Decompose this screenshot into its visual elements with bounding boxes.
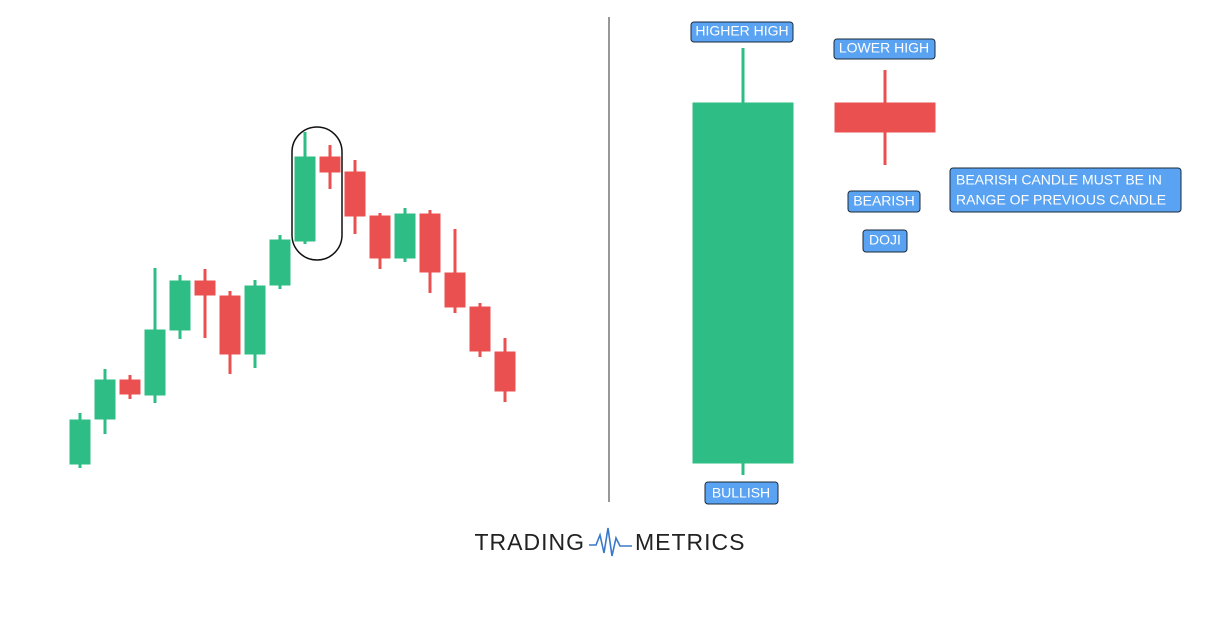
- label: LOWER HIGH: [833, 38, 936, 60]
- big-bullish-candle: [692, 102, 794, 464]
- label: DOJI: [862, 229, 908, 253]
- candle-body: [144, 329, 166, 396]
- candle-body: [369, 215, 391, 259]
- logo-icon: [589, 527, 632, 557]
- logo-text: METRICS: [635, 529, 746, 555]
- label: BEARISH CANDLE MUST BE IN RANGE OF PREVI…: [949, 167, 1182, 213]
- candle-body: [319, 156, 341, 173]
- candle-body: [94, 379, 116, 420]
- label-text: DOJI: [869, 232, 901, 248]
- label-text: HIGHER HIGH: [695, 23, 788, 39]
- highlight-outline: [291, 126, 343, 261]
- candle-body: [69, 419, 91, 465]
- label-text: BULLISH: [712, 485, 770, 501]
- label: HIGHER HIGH: [690, 21, 794, 43]
- candlestick-chart: [69, 132, 516, 468]
- label-text: BEARISH: [853, 193, 914, 209]
- candle-body: [269, 239, 291, 286]
- candle-body: [294, 156, 316, 242]
- candle-body: [394, 213, 416, 259]
- small-bearish-candle: [834, 102, 936, 133]
- label-text: BEARISH CANDLE MUST BE IN: [956, 172, 1162, 188]
- label-text: RANGE OF PREVIOUS CANDLE: [956, 192, 1166, 208]
- logo-text: TRADING: [475, 529, 586, 555]
- label: BEARISH: [847, 190, 921, 213]
- label-text: LOWER HIGH: [839, 40, 929, 56]
- candle-body: [219, 295, 241, 355]
- candle-body: [444, 272, 466, 308]
- candle-body: [169, 280, 191, 331]
- candle-body: [494, 351, 516, 392]
- candle-body: [119, 379, 141, 395]
- candle-body: [244, 285, 266, 355]
- candle-body: [469, 306, 491, 352]
- candle-body: [344, 171, 366, 217]
- label: BULLISH: [704, 481, 779, 505]
- candle-body: [194, 280, 216, 296]
- candle-body: [419, 213, 441, 273]
